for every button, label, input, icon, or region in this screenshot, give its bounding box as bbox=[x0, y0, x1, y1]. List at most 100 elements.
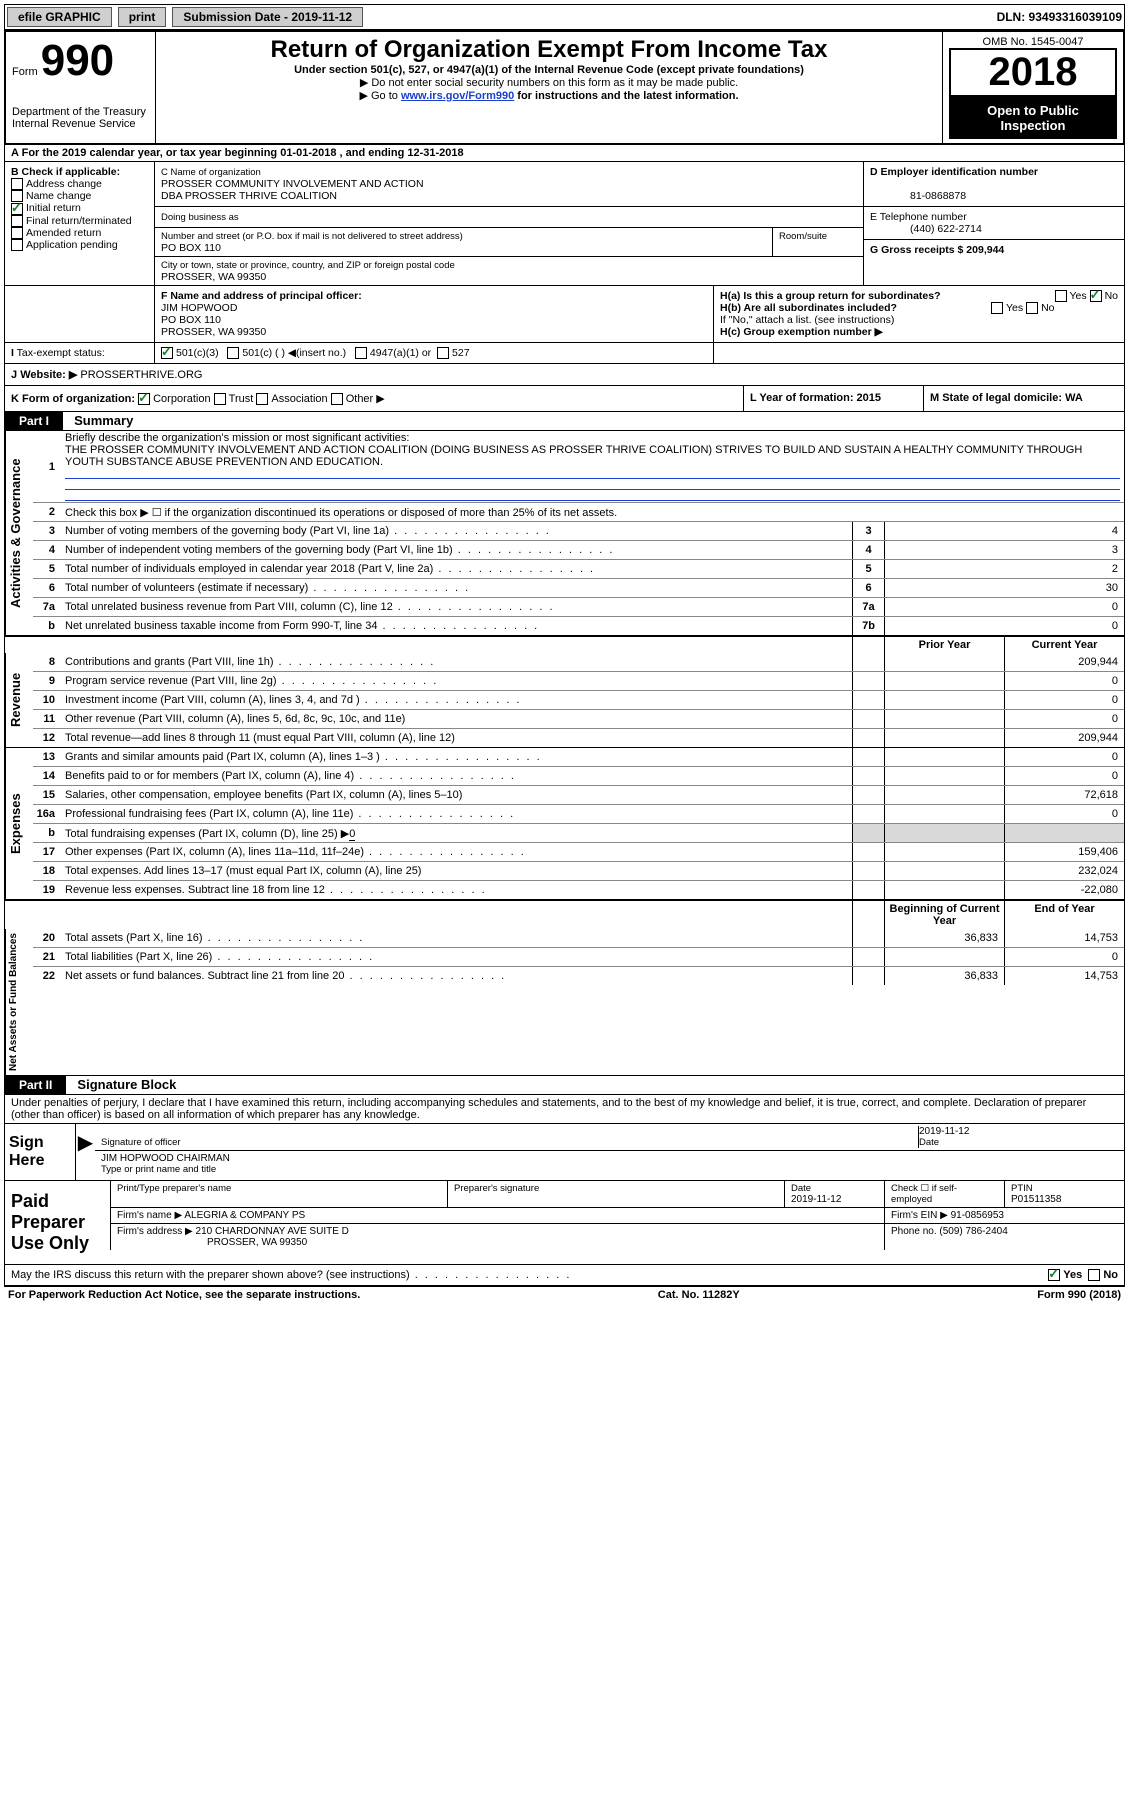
dept-label: Department of the Treasury bbox=[12, 106, 149, 118]
top-toolbar: efile GRAPHIC print Submission Date - 20… bbox=[4, 4, 1125, 30]
discuss-no: No bbox=[1103, 1269, 1118, 1281]
checkbox-discuss-yes[interactable] bbox=[1048, 1269, 1060, 1281]
checkbox-final-return[interactable] bbox=[11, 215, 23, 227]
hb-label: H(b) Are all subordinates included? bbox=[720, 302, 897, 314]
checkbox-501c[interactable] bbox=[227, 347, 239, 359]
e22: 14,753 bbox=[1004, 967, 1124, 985]
print-button[interactable]: print bbox=[118, 7, 167, 27]
part1-tag: Part I bbox=[5, 412, 63, 430]
checkbox-hb-yes[interactable] bbox=[991, 302, 1003, 314]
e20: 14,753 bbox=[1004, 929, 1124, 947]
checkbox-app-pending[interactable] bbox=[11, 239, 23, 251]
val7b: 0 bbox=[884, 617, 1124, 635]
gross-receipts: G Gross receipts $ 209,944 bbox=[870, 244, 1004, 256]
city-value: PROSSER, WA 99350 bbox=[161, 271, 266, 283]
net-col-header: Beginning of Current Year End of Year bbox=[5, 900, 1124, 929]
line9: Program service revenue (Part VIII, line… bbox=[61, 674, 852, 688]
val18: 232,024 bbox=[1004, 862, 1124, 880]
end-year-header: End of Year bbox=[1004, 901, 1124, 929]
label-app-pending: Application pending bbox=[26, 239, 118, 251]
box-f-header: F Name and address of principal officer: bbox=[161, 290, 362, 302]
box-b: B Check if applicable: Address change Na… bbox=[5, 162, 155, 285]
line13: Grants and similar amounts paid (Part IX… bbox=[61, 750, 852, 764]
hb-note: If "No," attach a list. (see instruction… bbox=[720, 314, 1118, 326]
checkbox-address-change[interactable] bbox=[11, 178, 23, 190]
line17: Other expenses (Part IX, column (A), lin… bbox=[61, 845, 852, 859]
line-a-text: For the 2019 calendar year, or tax year … bbox=[22, 147, 464, 159]
line1-label: Briefly describe the organization's miss… bbox=[65, 432, 409, 444]
firm-name: Firm's name ▶ ALEGRIA & COMPANY PS bbox=[110, 1208, 884, 1223]
val11: 0 bbox=[1004, 710, 1124, 728]
subtitle-3a: ▶ Go to bbox=[359, 90, 400, 102]
prior-year-header: Prior Year bbox=[884, 637, 1004, 653]
officer-addr2: PROSSER, WA 99350 bbox=[161, 326, 266, 338]
ha-no: No bbox=[1105, 290, 1118, 302]
label-trust: Trust bbox=[229, 393, 254, 405]
firm-phone: Phone no. (509) 786-2404 bbox=[884, 1224, 1124, 1250]
box-k-label: K Form of organization: bbox=[11, 393, 135, 405]
prep-name-label: Print/Type preparer's name bbox=[110, 1181, 447, 1207]
checkbox-501c3[interactable] bbox=[161, 347, 173, 359]
part1-header: Part I Summary bbox=[4, 412, 1125, 431]
form-title: Return of Organization Exempt From Incom… bbox=[162, 36, 936, 64]
ha-yes: Yes bbox=[1070, 290, 1087, 302]
form-header: Form 990 Department of the Treasury Inte… bbox=[4, 30, 1125, 145]
line6: Total number of volunteers (estimate if … bbox=[61, 581, 852, 595]
activities-section: Activities & Governance 1 Briefly descri… bbox=[5, 431, 1124, 636]
checkbox-initial-return[interactable] bbox=[11, 203, 23, 215]
checkbox-527[interactable] bbox=[437, 347, 449, 359]
checkbox-ha-no[interactable] bbox=[1090, 290, 1102, 302]
checkbox-amended[interactable] bbox=[11, 227, 23, 239]
open-public-label: Open to Public Inspection bbox=[949, 97, 1117, 139]
street-value: PO BOX 110 bbox=[161, 242, 221, 254]
room-label: Room/suite bbox=[779, 231, 827, 242]
sig-date-value: 2019-11-12 bbox=[919, 1126, 969, 1137]
checkbox-other[interactable] bbox=[331, 393, 343, 405]
prep-date-value: 2019-11-12 bbox=[791, 1194, 841, 1205]
checkbox-discuss-no[interactable] bbox=[1088, 1269, 1100, 1281]
checkbox-assoc[interactable] bbox=[256, 393, 268, 405]
line10: Investment income (Part VIII, column (A)… bbox=[61, 693, 852, 707]
val8: 209,944 bbox=[1004, 653, 1124, 671]
discuss-row: May the IRS discuss this return with the… bbox=[4, 1265, 1125, 1286]
footer-center: Cat. No. 11282Y bbox=[658, 1289, 740, 1301]
sign-block: Sign Here ▶ Signature of officer 2019-11… bbox=[4, 1124, 1125, 1181]
label-initial-return: Initial return bbox=[26, 202, 81, 214]
box-c-header: C Name of organization bbox=[161, 167, 261, 178]
val17: 159,406 bbox=[1004, 843, 1124, 861]
hb-yes: Yes bbox=[1006, 302, 1023, 314]
firm-addr2: PROSSER, WA 99350 bbox=[117, 1237, 307, 1248]
line19: Revenue less expenses. Subtract line 18 … bbox=[61, 883, 852, 897]
website-row: J Website: ▶ PROSSERTHRIVE.ORG bbox=[4, 364, 1125, 386]
discuss-yes: Yes bbox=[1063, 1269, 1082, 1281]
ptin-label: PTIN bbox=[1011, 1183, 1033, 1194]
prep-date-label: Date bbox=[791, 1183, 811, 1194]
val10: 0 bbox=[1004, 691, 1124, 709]
val12: 209,944 bbox=[1004, 729, 1124, 747]
label-corp: Corporation bbox=[153, 393, 210, 405]
officer-addr1: PO BOX 110 bbox=[161, 314, 221, 326]
form-label: Form bbox=[12, 66, 38, 78]
revenue-section: Revenue 8Contributions and grants (Part … bbox=[5, 653, 1124, 748]
label-address-change: Address change bbox=[26, 178, 102, 190]
val16b-inline: 0 bbox=[349, 828, 355, 841]
val14: 0 bbox=[1004, 767, 1124, 785]
line15: Salaries, other compensation, employee b… bbox=[61, 788, 852, 802]
line16b: Total fundraising expenses (Part IX, col… bbox=[65, 828, 349, 840]
label-other: Other ▶ bbox=[346, 393, 385, 405]
line12: Total revenue—add lines 8 through 11 (mu… bbox=[61, 731, 852, 745]
submission-date: Submission Date - 2019-11-12 bbox=[172, 7, 363, 27]
line18: Total expenses. Add lines 13–17 (must eq… bbox=[61, 864, 852, 878]
checkbox-corp[interactable] bbox=[138, 393, 150, 405]
label-assoc: Association bbox=[271, 393, 327, 405]
prep-sig-label: Preparer's signature bbox=[447, 1181, 784, 1207]
checkbox-trust[interactable] bbox=[214, 393, 226, 405]
label-amended: Amended return bbox=[26, 227, 101, 239]
checkbox-hb-no[interactable] bbox=[1026, 302, 1038, 314]
part2-header: Part II Signature Block bbox=[4, 1076, 1125, 1095]
instructions-link[interactable]: www.irs.gov/Form990 bbox=[401, 90, 514, 102]
checkbox-ha-yes[interactable] bbox=[1055, 290, 1067, 302]
subtitle-1: Under section 501(c), 527, or 4947(a)(1)… bbox=[162, 64, 936, 76]
line11: Other revenue (Part VIII, column (A), li… bbox=[61, 712, 852, 726]
checkbox-4947[interactable] bbox=[355, 347, 367, 359]
